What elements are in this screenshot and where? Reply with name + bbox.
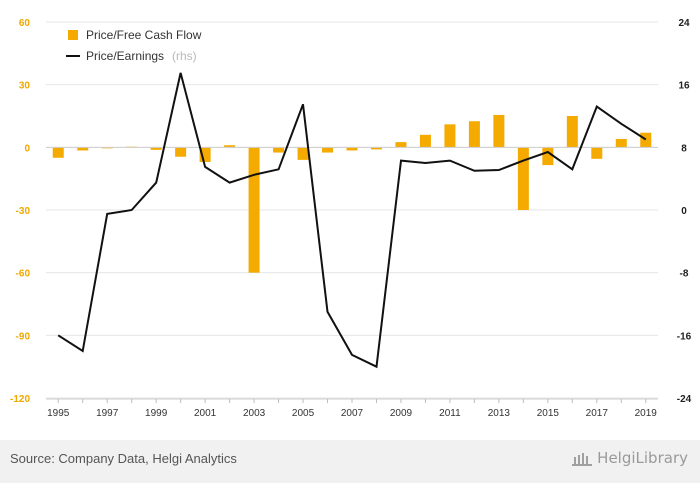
line-price-earnings — [57, 72, 647, 369]
bar-1995 — [52, 147, 64, 158]
legend-label-price-fcf: Price/Free Cash Flow — [86, 28, 202, 42]
x-tick-label: 1997 — [96, 408, 119, 419]
bar-2018 — [615, 138, 627, 148]
legend-swatch-price-fcf — [68, 30, 78, 40]
bar-series — [52, 114, 652, 273]
right-tick-label: 8 — [681, 143, 687, 154]
line-series — [57, 72, 647, 369]
legend: Price/Free Cash Flow Price/Earnings (rhs… — [66, 28, 202, 63]
legend-note-rhs: (rhs) — [172, 49, 197, 63]
bar-2014 — [517, 147, 529, 210]
x-tick-label: 2015 — [537, 408, 560, 419]
bar-1996 — [77, 147, 89, 151]
right-tick-label: 24 — [678, 18, 690, 29]
bar-2010 — [419, 134, 431, 148]
bar-2007 — [346, 147, 358, 151]
bar-2002 — [224, 145, 236, 148]
brand-name: HelgiLibrary — [597, 449, 688, 467]
left-axis: 60 30 0 -30 -60 -90 -120 — [10, 18, 30, 405]
right-axis: 24 16 8 0 -8 -16 -24 — [677, 18, 692, 405]
x-tick-label: 2017 — [586, 408, 609, 419]
bar-2006 — [322, 147, 334, 153]
x-tick-label: 2003 — [243, 408, 266, 419]
bar-2009 — [395, 142, 407, 148]
bar-2013 — [493, 114, 505, 148]
bar-2016 — [566, 116, 578, 148]
footer: Source: Company Data, Helgi Analytics He… — [0, 440, 700, 483]
x-axis: 1995 1997 1999 2001 2003 2005 2007 2009 2011 2013… — [46, 398, 658, 419]
bar-2008 — [370, 147, 382, 150]
x-tick-label: 1995 — [47, 408, 70, 419]
bar-2011 — [444, 124, 456, 148]
right-tick-label: -16 — [677, 331, 692, 342]
source-text: Source: Company Data, Helgi Analytics — [10, 451, 237, 466]
bar-2003 — [248, 147, 260, 273]
left-tick-label: -30 — [16, 206, 31, 217]
right-tick-label: 16 — [678, 81, 690, 92]
bar-2005 — [297, 147, 309, 160]
x-tick-label: 2013 — [488, 408, 511, 419]
x-tick-label: 2009 — [390, 408, 413, 419]
right-tick-label: -24 — [677, 394, 692, 405]
right-tick-label: 0 — [681, 206, 687, 217]
gridlines — [46, 21, 658, 399]
bar-2015 — [542, 147, 554, 166]
bar-2019 — [640, 132, 652, 148]
x-tick-label: 2019 — [635, 408, 658, 419]
right-tick-label: -8 — [680, 269, 689, 280]
library-building-icon — [572, 452, 593, 466]
x-tick-label: 2011 — [439, 408, 461, 419]
bar-2001 — [199, 147, 211, 162]
x-tick-label: 2005 — [292, 408, 315, 419]
brand-logo: HelgiLibrary — [571, 449, 688, 467]
x-tick-label: 2007 — [341, 408, 364, 419]
left-tick-label: 0 — [24, 143, 30, 154]
x-tick-label: 2001 — [194, 408, 217, 419]
left-tick-label: -90 — [16, 331, 31, 342]
bar-2017 — [591, 147, 603, 159]
left-tick-label: 60 — [19, 18, 31, 29]
bar-1999 — [150, 147, 162, 150]
x-tick-label: 1999 — [145, 408, 168, 419]
left-tick-label: -60 — [16, 269, 31, 280]
bar-2000 — [175, 147, 187, 157]
bar-2012 — [468, 121, 480, 148]
bar-2004 — [273, 147, 285, 153]
legend-label-price-earnings: Price/Earnings — [86, 49, 164, 63]
left-tick-label: -120 — [10, 394, 30, 405]
left-tick-label: 30 — [19, 81, 31, 92]
